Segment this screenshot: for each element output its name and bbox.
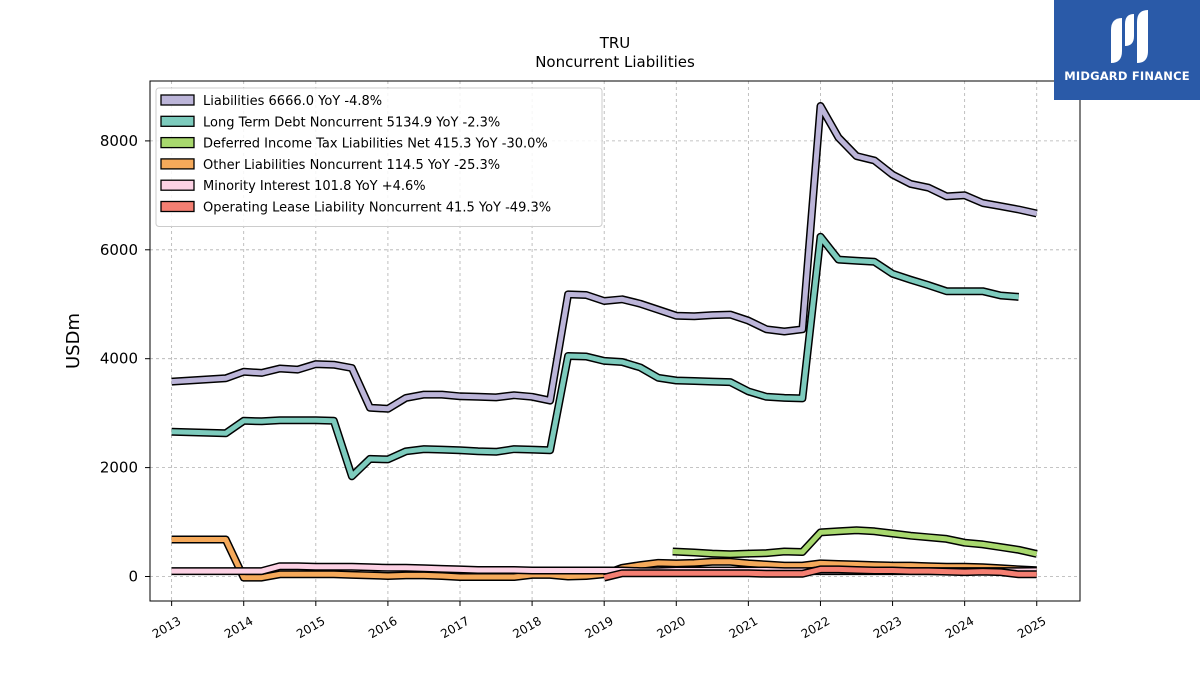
x-tick-label: 2025 [1015,614,1048,641]
x-tick-label: 2020 [655,614,688,641]
chart-title: TRU [599,34,631,52]
legend-swatch [160,200,195,213]
plot-frame [149,80,1081,602]
brand-name: MIDGARD FINANCE [1064,69,1190,83]
y-tick-label: 8000 [100,132,138,150]
y-tick-label: 2000 [100,459,138,477]
series-line [171,234,1019,479]
legend-entry: Other Liabilities Noncurrent 114.5 YoY -… [203,158,500,173]
legend-entry: Deferred Income Tax Liabilities Net 415.… [203,137,548,152]
legend: Liabilities 6666.0 YoY -4.8% Long Term De… [155,87,603,227]
chart-subtitle: Noncurrent Liabilities [535,53,695,71]
y-tick-label: 0 [128,567,138,585]
legend-swatch [160,115,195,127]
x-tick-label: 2015 [294,614,327,641]
x-tick-label: 2022 [799,614,832,641]
y-tick-label: 6000 [100,241,138,259]
legend-swatch [160,179,195,191]
y-axis-label: USDm [63,313,84,369]
y-tick-label: 4000 [100,350,138,368]
series-line [672,527,1038,557]
x-tick-label: 2017 [438,614,471,641]
legend-entry: Liabilities 6666.0 YoY -4.8% [203,94,382,109]
x-tick-label: 2016 [366,614,399,641]
legend-entry: Long Term Debt Noncurrent 5134.9 YoY -2.… [203,115,500,130]
x-tick-label: 2023 [871,614,904,641]
x-tick-label: 2019 [582,614,615,641]
legend-entry: Minority Interest 101.8 YoY +4.6% [203,179,426,194]
x-tick-label: 2014 [222,614,255,641]
legend-entry: Operating Lease Liability Noncurrent 41.… [203,201,551,216]
series-group [171,102,1038,582]
legend-swatch [160,136,195,149]
x-tick-label: 2024 [943,614,976,641]
x-tick-label: 2013 [150,614,183,641]
series-line [171,103,1038,412]
x-tick-label: 2018 [510,614,543,641]
x-tick-label: 2021 [727,614,760,641]
brand-mark-icon [1111,10,1148,63]
legend-box [155,87,603,227]
series-line [603,566,1037,581]
legend-swatch [160,94,195,106]
legend-swatch [160,158,195,170]
brand-logo: MIDGARD FINANCE [1054,0,1200,100]
